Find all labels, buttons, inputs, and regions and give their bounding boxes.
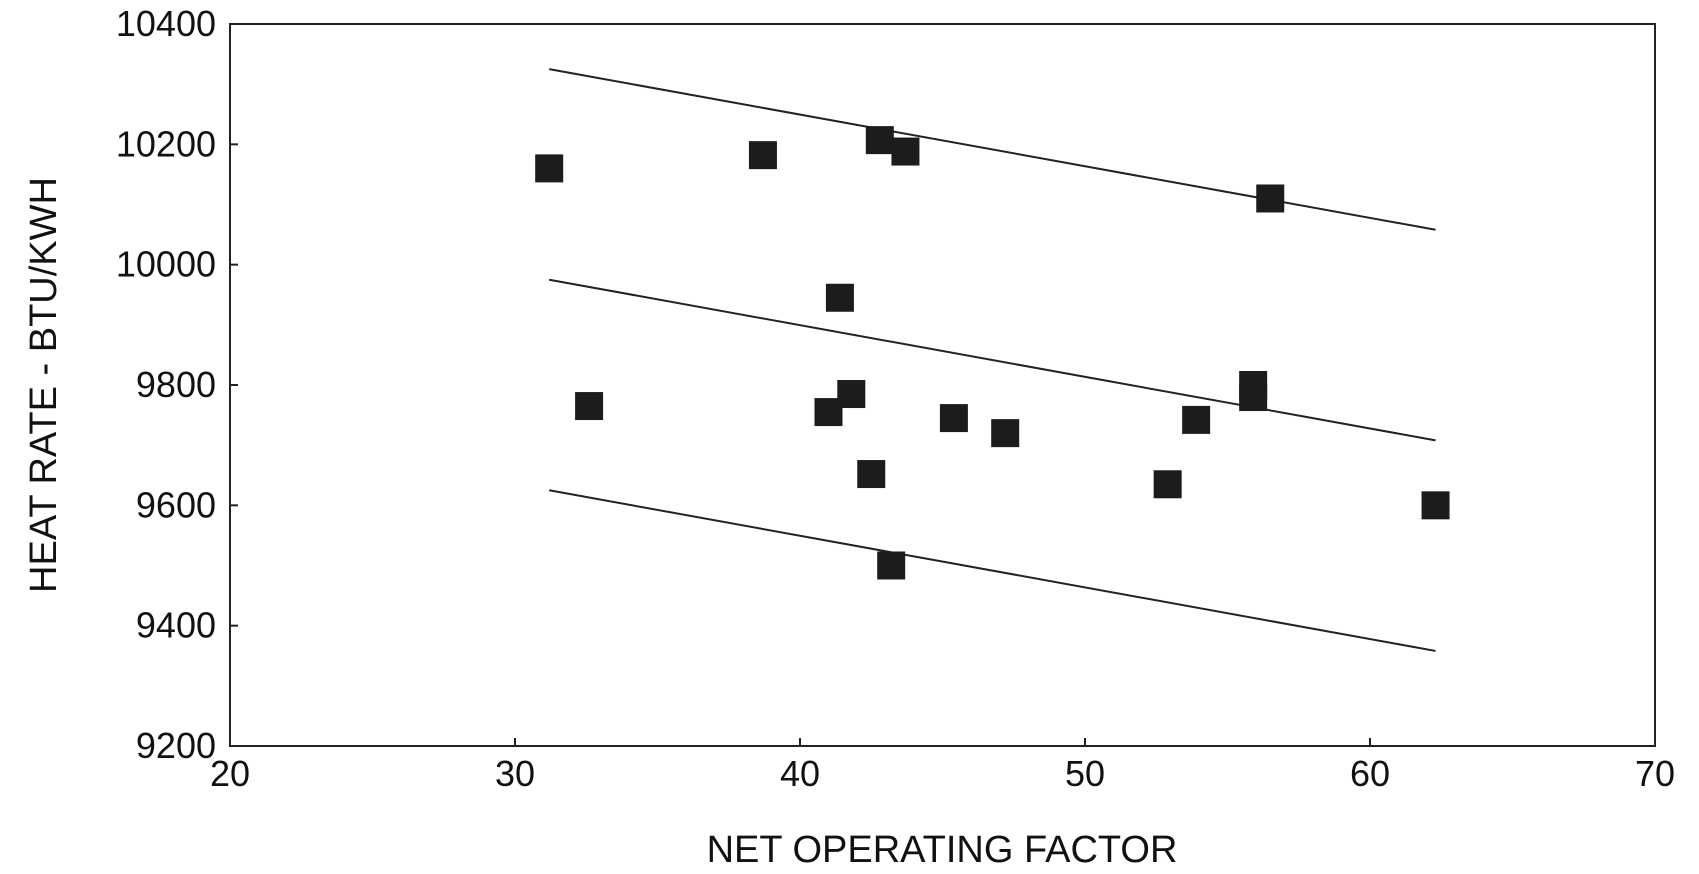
x-tick-label: 30 xyxy=(495,753,535,794)
y-tick-label: 9600 xyxy=(136,484,216,525)
data-point-8 xyxy=(865,126,894,155)
data-point-5 xyxy=(825,283,854,312)
y-axis-title: HEAT RATE - BTU/KWH xyxy=(23,177,65,593)
data-point-6 xyxy=(837,380,866,409)
trend-line-1 xyxy=(549,68,1436,231)
data-markers xyxy=(535,126,1450,580)
data-point-14 xyxy=(1182,405,1211,434)
data-point-17 xyxy=(1256,184,1285,213)
x-tick-label: 50 xyxy=(1065,753,1105,794)
fit-lines xyxy=(549,68,1436,652)
trend-line-3 xyxy=(549,489,1436,652)
data-point-2 xyxy=(575,392,604,421)
data-point-13 xyxy=(1153,470,1182,499)
data-point-10 xyxy=(891,137,920,166)
y-tick-label: 10400 xyxy=(116,3,216,44)
plot-area xyxy=(229,23,1656,747)
x-tick-label: 70 xyxy=(1635,753,1675,794)
data-point-11 xyxy=(939,404,968,433)
y-axis-ticks: 9200 9400 9600 9800 10000 10200 10400 xyxy=(116,3,238,766)
data-point-12 xyxy=(991,419,1020,448)
y-tick-label: 9400 xyxy=(136,605,216,646)
x-axis-title: NET OPERATING FACTOR xyxy=(707,829,1178,871)
x-tick-label: 60 xyxy=(1350,753,1390,794)
data-point-9 xyxy=(877,551,906,580)
x-tick-label: 40 xyxy=(780,753,820,794)
x-axis-ticks: 20 30 40 50 60 70 xyxy=(210,738,1675,794)
data-point-1 xyxy=(535,154,564,183)
y-tick-label: 9800 xyxy=(136,364,216,405)
data-point-3 xyxy=(748,141,777,170)
y-tick-label: 10000 xyxy=(116,244,216,285)
data-point-7 xyxy=(857,460,886,489)
trend-line-2 xyxy=(549,278,1436,442)
y-tick-label: 9200 xyxy=(136,725,216,766)
data-point-16 xyxy=(1239,383,1268,412)
x-tick-label: 20 xyxy=(210,753,250,794)
data-point-18 xyxy=(1421,491,1450,520)
y-tick-label: 10200 xyxy=(116,123,216,164)
